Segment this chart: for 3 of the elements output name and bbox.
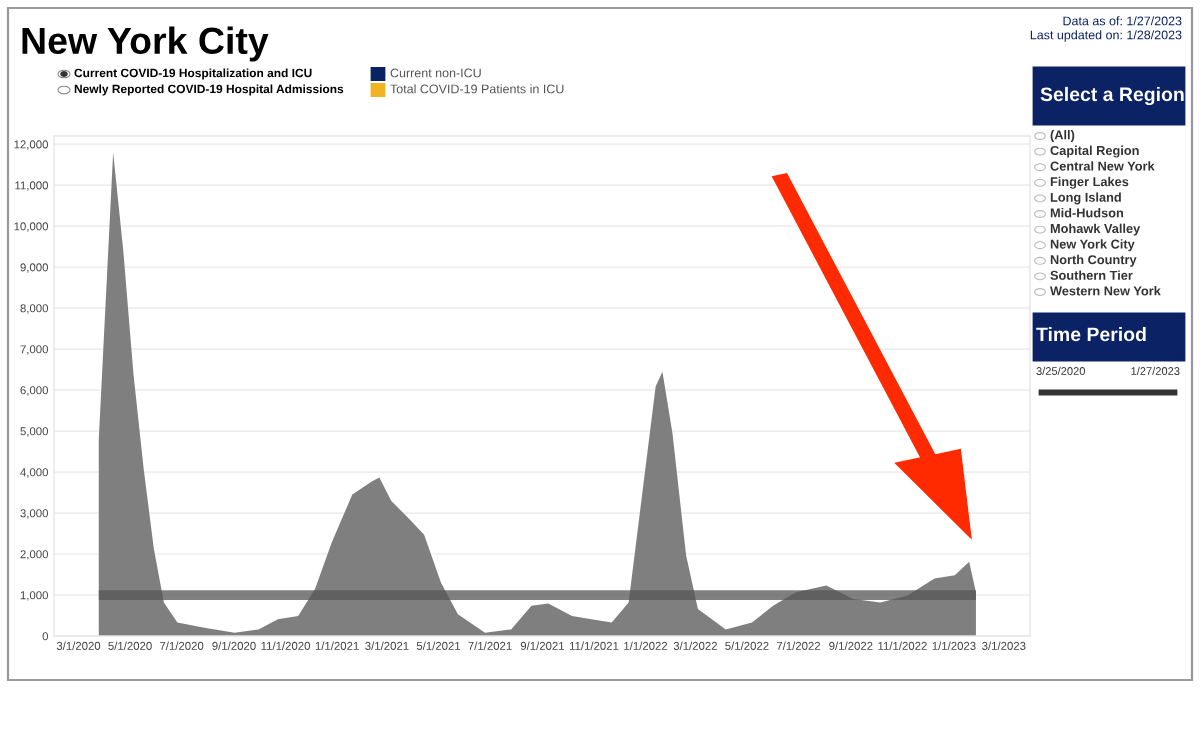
text: Time Period <box>1036 326 1146 342</box>
text: Select a Region <box>1040 86 1184 106</box>
chart-title: New York City <box>22 26 269 62</box>
